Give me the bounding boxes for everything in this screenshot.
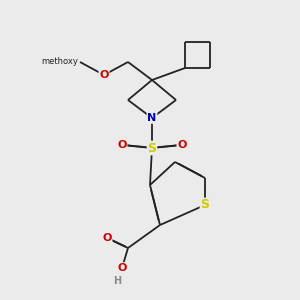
Text: H: H bbox=[113, 276, 121, 286]
Text: O: O bbox=[117, 140, 127, 150]
Text: methoxy: methoxy bbox=[41, 58, 78, 67]
Text: O: O bbox=[99, 70, 109, 80]
Text: S: S bbox=[200, 199, 209, 212]
Text: O: O bbox=[177, 140, 187, 150]
Text: N: N bbox=[147, 113, 157, 123]
Text: O: O bbox=[102, 233, 112, 243]
Text: S: S bbox=[148, 142, 157, 154]
Text: O: O bbox=[117, 263, 127, 273]
